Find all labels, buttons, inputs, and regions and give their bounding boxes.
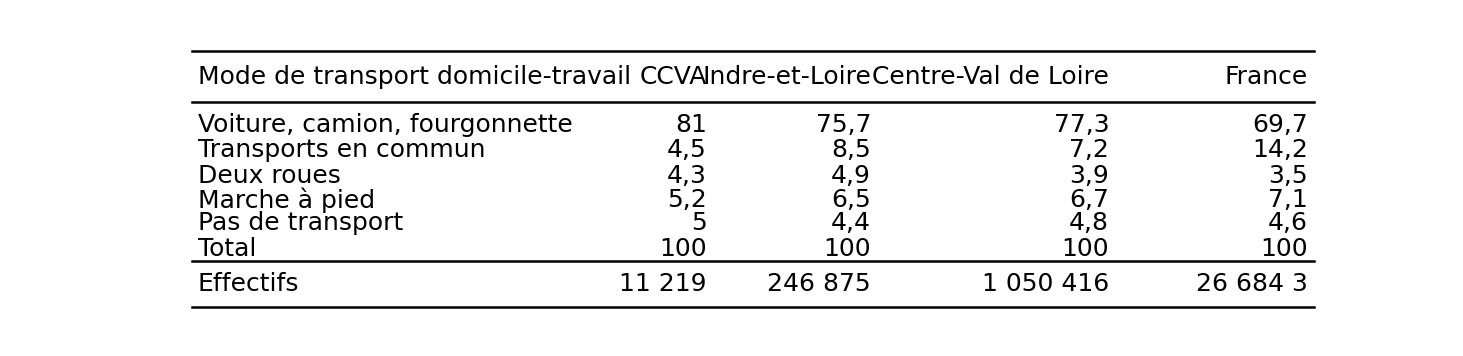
- Text: 4,6: 4,6: [1267, 211, 1308, 235]
- Text: France: France: [1225, 65, 1308, 89]
- Text: Transports en commun: Transports en commun: [198, 138, 486, 162]
- Text: 4,8: 4,8: [1069, 211, 1109, 235]
- Text: Marche à pied: Marche à pied: [198, 187, 375, 213]
- Text: 81: 81: [674, 113, 707, 137]
- Text: 5,2: 5,2: [667, 188, 707, 212]
- Text: 3,5: 3,5: [1268, 164, 1308, 188]
- Text: 75,7: 75,7: [815, 113, 870, 137]
- Text: 100: 100: [658, 237, 707, 261]
- Text: 4,5: 4,5: [667, 138, 707, 162]
- Text: 6,7: 6,7: [1069, 188, 1109, 212]
- Text: 1 050 416: 1 050 416: [982, 272, 1109, 296]
- Text: 69,7: 69,7: [1252, 113, 1308, 137]
- Text: 8,5: 8,5: [831, 138, 870, 162]
- Text: Centre-Val de Loire: Centre-Val de Loire: [872, 65, 1109, 89]
- Text: Effectifs: Effectifs: [198, 272, 298, 296]
- Text: 5: 5: [691, 211, 707, 235]
- Text: CCVA: CCVA: [639, 65, 707, 89]
- Text: 14,2: 14,2: [1252, 138, 1308, 162]
- Text: 4,9: 4,9: [831, 164, 870, 188]
- Text: 100: 100: [1260, 237, 1308, 261]
- Text: 4,4: 4,4: [831, 211, 870, 235]
- Text: 4,3: 4,3: [667, 164, 707, 188]
- Text: 77,3: 77,3: [1053, 113, 1109, 137]
- Text: Total: Total: [198, 237, 256, 261]
- Text: Indre-et-Loire: Indre-et-Loire: [702, 65, 870, 89]
- Text: 246 875: 246 875: [768, 272, 870, 296]
- Text: Mode de transport domicile-travail: Mode de transport domicile-travail: [198, 65, 631, 89]
- Text: 11 219: 11 219: [619, 272, 707, 296]
- Text: 7,1: 7,1: [1268, 188, 1308, 212]
- Text: Deux roues: Deux roues: [198, 164, 341, 188]
- Text: 100: 100: [824, 237, 870, 261]
- Text: 100: 100: [1062, 237, 1109, 261]
- Text: Voiture, camion, fourgonnette: Voiture, camion, fourgonnette: [198, 113, 572, 137]
- Text: Pas de transport: Pas de transport: [198, 211, 402, 235]
- Text: 7,2: 7,2: [1069, 138, 1109, 162]
- Text: 6,5: 6,5: [831, 188, 870, 212]
- Text: 26 684 3: 26 684 3: [1195, 272, 1308, 296]
- Text: 3,9: 3,9: [1069, 164, 1109, 188]
